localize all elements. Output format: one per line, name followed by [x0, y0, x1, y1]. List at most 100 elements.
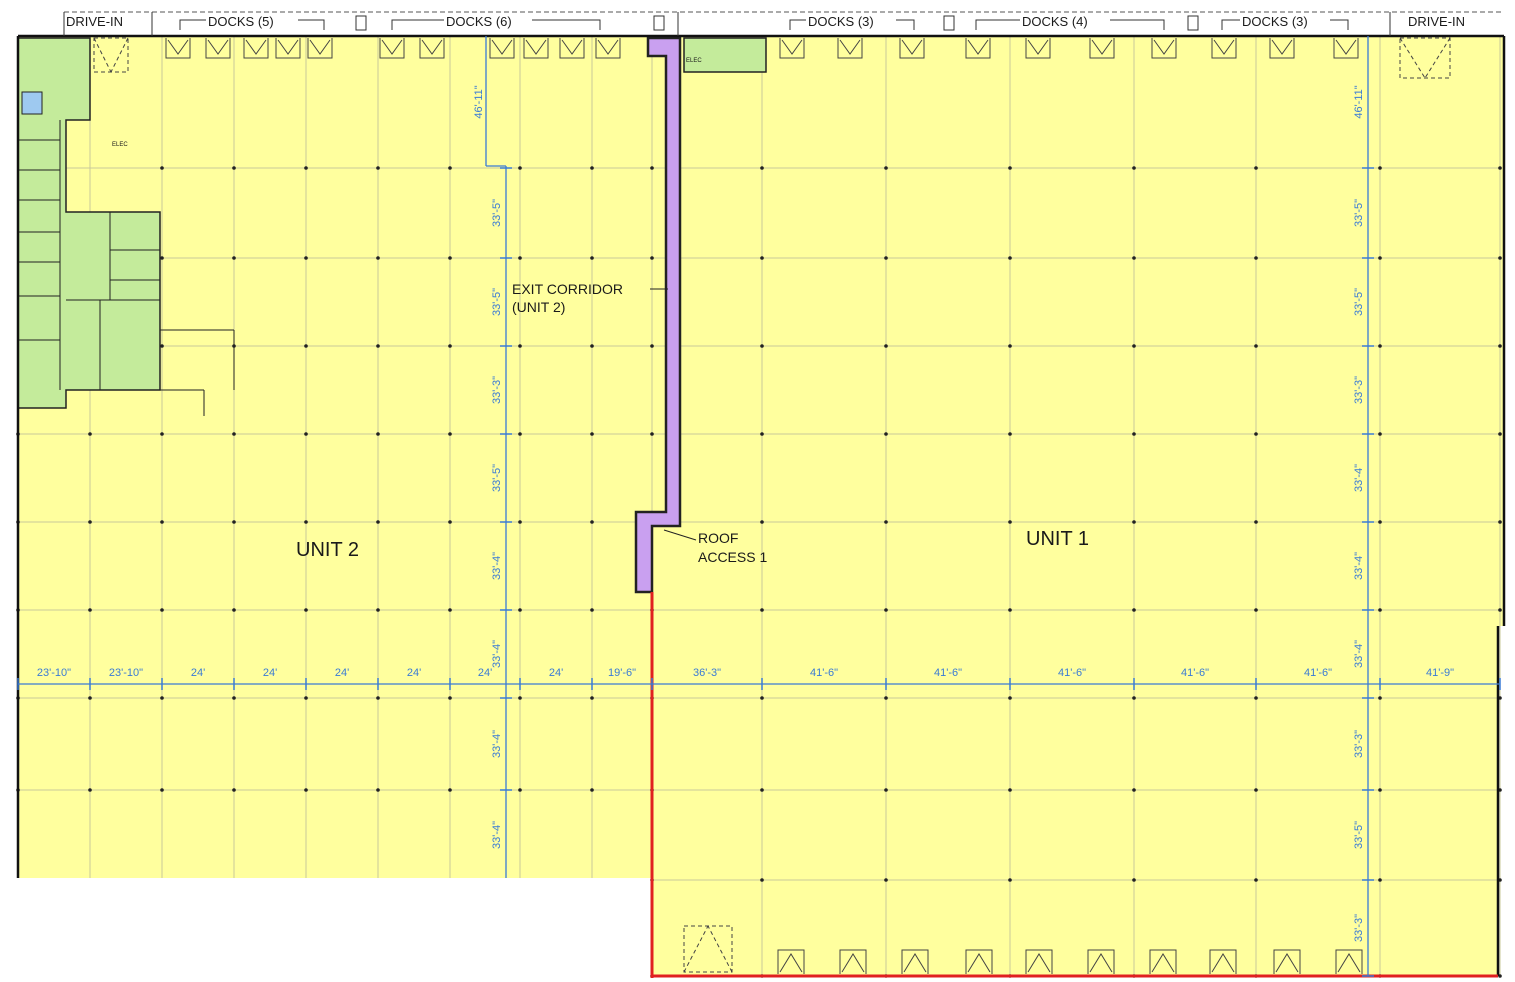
column-dot	[1378, 878, 1382, 882]
column-dot	[160, 520, 164, 524]
column-dot	[1254, 608, 1258, 612]
docks-3-right-label: DOCKS (3)	[1242, 14, 1308, 29]
column-dot	[1008, 432, 1012, 436]
column-dot	[760, 432, 764, 436]
vertical-dimension-label: 33'-5"	[491, 199, 503, 227]
column-dot	[1008, 696, 1012, 700]
column-dot	[376, 696, 380, 700]
horizontal-dimension-label: 41'-6"	[1181, 667, 1209, 679]
roof-access-sub-label: ACCESS 1	[698, 549, 767, 565]
column-dot	[760, 520, 764, 524]
column-dot	[1008, 878, 1012, 882]
column-dot	[1254, 344, 1258, 348]
column-dot	[1008, 520, 1012, 524]
column-dot	[1378, 432, 1382, 436]
column-dot	[88, 432, 92, 436]
column-dot	[518, 256, 522, 260]
elec-label-right: ELEC	[686, 58, 702, 64]
column-dot	[232, 696, 236, 700]
column-dot	[304, 432, 308, 436]
column-dot	[1132, 608, 1136, 612]
docks-6-label: DOCKS (6)	[446, 14, 512, 29]
column-dot	[590, 696, 594, 700]
column-dot	[304, 344, 308, 348]
horizontal-dimension-label: 24'	[335, 667, 349, 679]
column-dot	[760, 788, 764, 792]
column-dot	[376, 166, 380, 170]
column-dot	[376, 608, 380, 612]
column-dot	[304, 788, 308, 792]
vertical-dimension-label: 46'-11"	[473, 85, 485, 118]
horizontal-dimension-label: 19'-6"	[608, 667, 636, 679]
docks-3-left-label: DOCKS (3)	[808, 14, 874, 29]
column-dot	[1378, 696, 1382, 700]
office-small-blue	[22, 92, 42, 114]
column-dot	[590, 256, 594, 260]
column-dot	[884, 608, 888, 612]
column-dot	[448, 344, 452, 348]
column-dot	[1132, 256, 1136, 260]
elec-label-left: ELEC	[112, 142, 128, 148]
horizontal-dimension-label: 41'-6"	[1058, 667, 1086, 679]
column-dot	[1498, 344, 1502, 348]
dock-header: DRIVE-IN DOCKS (5) DOCKS (6) DOCKS (3) D…	[64, 12, 1504, 36]
column-dot	[1132, 432, 1136, 436]
column-dot	[1378, 166, 1382, 170]
column-dot	[1254, 256, 1258, 260]
column-dot	[1132, 878, 1136, 882]
column-dot	[518, 344, 522, 348]
column-dot	[1498, 432, 1502, 436]
docks-5-label: DOCKS (5)	[208, 14, 274, 29]
column-dot	[304, 256, 308, 260]
column-dot	[376, 520, 380, 524]
vertical-dimension-label: 33'-3"	[1353, 376, 1365, 404]
column-dot	[232, 608, 236, 612]
column-dot	[88, 696, 92, 700]
column-dot	[1132, 344, 1136, 348]
column-dot	[232, 166, 236, 170]
horizontal-dimension-label: 24'	[407, 667, 421, 679]
column-dot	[160, 608, 164, 612]
column-dot	[376, 432, 380, 436]
column-dot	[650, 256, 654, 260]
column-dot	[88, 788, 92, 792]
column-dot	[1498, 256, 1502, 260]
vertical-dimension-label: 33'-5"	[491, 464, 503, 492]
horizontal-dimension-label: 36'-3"	[693, 667, 721, 679]
warehouse-floor	[18, 36, 1504, 976]
column-dot	[160, 166, 164, 170]
vertical-dimension-label: 33'-4"	[491, 640, 503, 668]
column-dot	[590, 344, 594, 348]
horizontal-dimension-label: 41'-9"	[1426, 667, 1454, 679]
column-dot	[884, 166, 888, 170]
column-dot	[590, 788, 594, 792]
column-dot	[1132, 696, 1136, 700]
column-dot	[884, 432, 888, 436]
horizontal-dimension-label: 24'	[549, 667, 563, 679]
column-dot	[884, 344, 888, 348]
column-dot	[884, 878, 888, 882]
horizontal-dimension-label: 23'-10"	[109, 667, 143, 679]
exit-corridor-sub-label: (UNIT 2)	[512, 299, 565, 315]
column-dot	[1254, 696, 1258, 700]
column-dot	[160, 432, 164, 436]
unit-1-label: UNIT 1	[1026, 528, 1089, 550]
column-dot	[650, 166, 654, 170]
column-dot	[1132, 520, 1136, 524]
vertical-dimension-label: 33'-3"	[1353, 730, 1365, 758]
unit-2-label: UNIT 2	[296, 539, 359, 561]
column-dot	[650, 432, 654, 436]
column-dot	[884, 520, 888, 524]
column-dot	[1254, 166, 1258, 170]
column-dot	[232, 520, 236, 524]
column-dot	[590, 166, 594, 170]
column-dot	[376, 788, 380, 792]
column-dot	[232, 432, 236, 436]
column-dot	[448, 432, 452, 436]
horizontal-dimension-label: 41'-6"	[1304, 667, 1332, 679]
column-dot	[1254, 788, 1258, 792]
column-dot	[1378, 788, 1382, 792]
vertical-dimension-label: 33'-4"	[1353, 464, 1365, 492]
column-dot	[1498, 166, 1502, 170]
column-dot	[518, 608, 522, 612]
